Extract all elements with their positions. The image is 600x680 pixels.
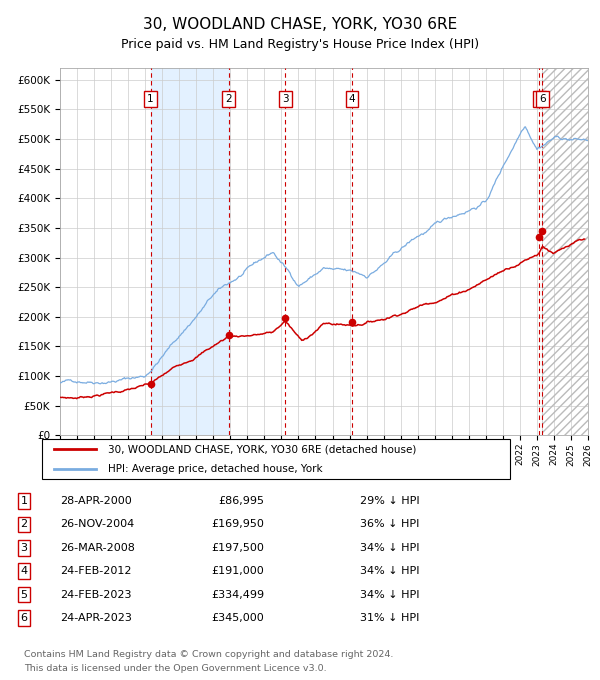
Text: 24-FEB-2023: 24-FEB-2023 (60, 590, 131, 600)
Text: £169,950: £169,950 (211, 520, 264, 529)
Text: 6: 6 (20, 613, 28, 623)
Bar (542, 68, 588, 435)
Text: £86,995: £86,995 (218, 496, 264, 506)
Text: £334,499: £334,499 (211, 590, 264, 600)
Text: 5: 5 (20, 590, 28, 600)
Bar (42, 439, 510, 479)
Text: 24-APR-2023: 24-APR-2023 (60, 613, 132, 623)
Text: £345,000: £345,000 (211, 613, 264, 623)
Bar (151, 68, 229, 435)
Text: 1: 1 (147, 95, 154, 104)
Text: 30, WOODLAND CHASE, YORK, YO30 6RE (detached house): 30, WOODLAND CHASE, YORK, YO30 6RE (deta… (108, 445, 416, 454)
Text: 28-APR-2000: 28-APR-2000 (60, 496, 132, 506)
Text: Price paid vs. HM Land Registry's House Price Index (HPI): Price paid vs. HM Land Registry's House … (121, 38, 479, 51)
Text: 1: 1 (20, 496, 28, 506)
Text: Contains HM Land Registry data © Crown copyright and database right 2024.: Contains HM Land Registry data © Crown c… (24, 650, 394, 659)
Text: 34% ↓ HPI: 34% ↓ HPI (360, 566, 419, 576)
Text: 30, WOODLAND CHASE, YORK, YO30 6RE: 30, WOODLAND CHASE, YORK, YO30 6RE (143, 17, 457, 32)
Text: 2: 2 (20, 520, 28, 529)
Text: 4: 4 (20, 566, 28, 576)
Text: 6: 6 (539, 95, 545, 104)
Text: £191,000: £191,000 (211, 566, 264, 576)
Text: 4: 4 (349, 95, 355, 104)
Text: This data is licensed under the Open Government Licence v3.0.: This data is licensed under the Open Gov… (24, 664, 326, 673)
Text: 36% ↓ HPI: 36% ↓ HPI (360, 520, 419, 529)
Text: 26-MAR-2008: 26-MAR-2008 (60, 543, 135, 553)
Text: 3: 3 (20, 543, 28, 553)
Text: 5: 5 (536, 95, 543, 104)
Text: 31% ↓ HPI: 31% ↓ HPI (360, 613, 419, 623)
Text: 24-FEB-2012: 24-FEB-2012 (60, 566, 131, 576)
Text: 26-NOV-2004: 26-NOV-2004 (60, 520, 134, 529)
Text: 2: 2 (226, 95, 232, 104)
Text: 3: 3 (282, 95, 289, 104)
Text: 34% ↓ HPI: 34% ↓ HPI (360, 543, 419, 553)
Text: £197,500: £197,500 (211, 543, 264, 553)
Text: HPI: Average price, detached house, York: HPI: Average price, detached house, York (108, 464, 323, 475)
Text: 29% ↓ HPI: 29% ↓ HPI (360, 496, 419, 506)
Text: 34% ↓ HPI: 34% ↓ HPI (360, 590, 419, 600)
